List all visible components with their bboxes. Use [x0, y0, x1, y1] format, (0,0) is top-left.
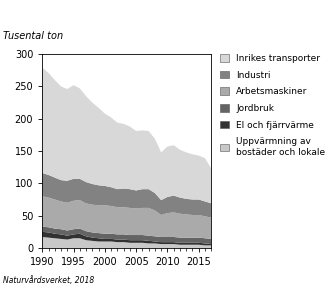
- Text: Tusental ton: Tusental ton: [3, 31, 63, 41]
- Text: Naturvårdsverket, 2018: Naturvårdsverket, 2018: [3, 276, 95, 285]
- Legend: Inrikes transporter, Industri, Arbetsmaskiner, Jordbruk, El och fjärrvärme, Uppv: Inrikes transporter, Industri, Arbetsmas…: [216, 50, 325, 160]
- Text: Diagram 3.9 Utsläpp av kväveoxider till luft per sektor
1990–2017: Diagram 3.9 Utsläpp av kväveoxider till …: [3, 5, 325, 28]
